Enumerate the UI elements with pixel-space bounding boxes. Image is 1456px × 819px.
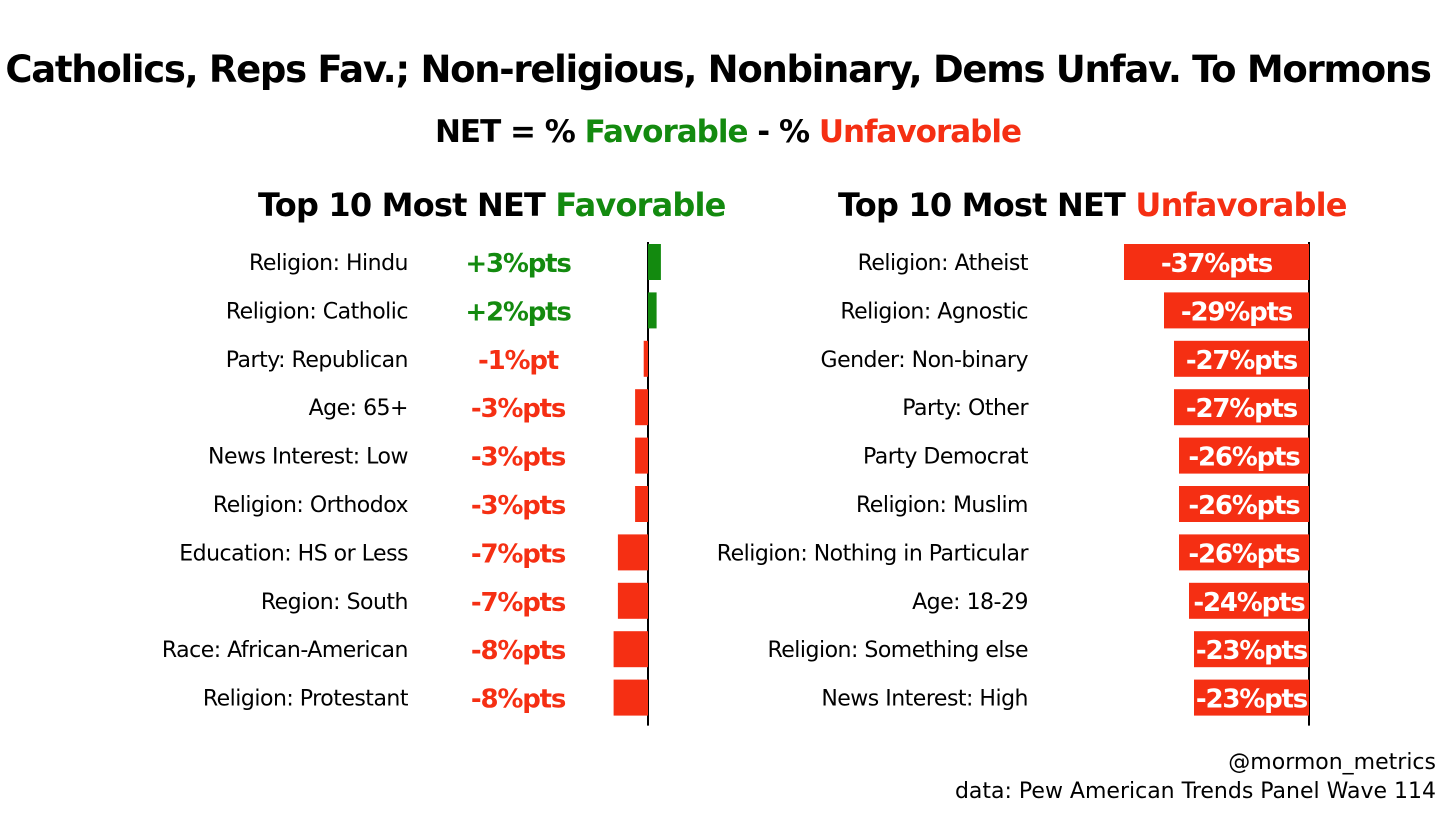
subtitle-unfavorable: Unfavorable	[818, 114, 1022, 150]
left-category-label-4: Age: 65+	[309, 396, 408, 421]
right-bar-5	[1179, 437, 1309, 474]
subtitle-prefix: NET = %	[434, 114, 585, 150]
right-value-label-7: -26%pts	[1188, 539, 1300, 569]
chart-subtitle: NET = % Favorable - % Unfavorable	[0, 114, 1456, 150]
left-category-label-7: Education: HS or Less	[179, 541, 408, 566]
right-bar-6	[1179, 486, 1309, 522]
right-category-label-7: Religion: Nothing in Particular	[717, 541, 1030, 566]
left-value-label-6: -3%pts	[471, 491, 566, 521]
right-value-label-5: -26%pts	[1188, 443, 1300, 473]
left-bar-5	[635, 437, 648, 474]
right-category-label-9: Religion: Something else	[767, 638, 1028, 663]
right-category-label-6: Religion: Muslim	[856, 493, 1028, 518]
left-bar-7	[617, 534, 648, 571]
left-value-label-7: -7%pts	[471, 539, 566, 569]
right-panel-title: Top 10 Most NET Unfavorable	[838, 186, 1347, 224]
credit-handle: @mormon_metrics	[1228, 750, 1436, 775]
chart-title: Catholics, Reps Fav.; Non-religious, Non…	[5, 48, 1432, 91]
right-value-label-4: -27%pts	[1186, 394, 1298, 424]
right-value-label-1: -37%pts	[1161, 249, 1273, 279]
right-bar-4	[1174, 389, 1309, 426]
left-bar-3	[643, 340, 648, 377]
left-value-label-8: -7%pts	[471, 588, 566, 618]
left-bar-9	[613, 631, 648, 668]
credit: @mormon_metrics data: Pew American Trend…	[955, 748, 1436, 806]
left-category-label-2: Religion: Catholic	[226, 299, 408, 324]
left-panel-title: Top 10 Most NET Favorable	[258, 186, 726, 224]
left-category-label-1: Religion: Hindu	[249, 251, 408, 276]
right-value-label-3: -27%pts	[1186, 346, 1298, 376]
right-bar-7	[1179, 534, 1309, 571]
right-category-label-1: Religion: Atheist	[858, 251, 1029, 276]
left-value-label-5: -3%pts	[471, 443, 566, 473]
left-value-label-10: -8%pts	[471, 685, 566, 715]
right-category-label-8: Age: 18-29	[912, 590, 1028, 615]
right-value-label-9: -23%pts	[1196, 636, 1308, 666]
left-panel-title-highlight: Favorable	[555, 186, 726, 224]
right-category-label-3: Gender: Non-binary	[821, 348, 1029, 373]
left-category-label-9: Race: African-American	[162, 638, 408, 663]
left-category-label-5: News Interest: Low	[208, 445, 408, 470]
left-bar-10	[613, 679, 648, 716]
right-bar-2	[1164, 292, 1309, 329]
right-value-label-8: -24%pts	[1193, 588, 1305, 618]
left-category-label-8: Region: South	[261, 590, 408, 615]
right-value-label-10: -23%pts	[1196, 685, 1308, 715]
right-bar-3	[1174, 340, 1309, 377]
right-bar-1	[1124, 244, 1309, 280]
right-category-label-10: News Interest: High	[821, 687, 1028, 712]
left-value-label-1: +3%pts	[465, 249, 571, 279]
right-bar-9	[1194, 631, 1309, 668]
left-category-label-3: Party: Republican	[226, 348, 408, 373]
left-value-label-9: -8%pts	[471, 636, 566, 666]
left-value-label-4: -3%pts	[471, 394, 566, 424]
right-bar-8	[1189, 582, 1309, 619]
right-value-label-2: -29%pts	[1181, 297, 1293, 327]
left-bar-4	[635, 389, 648, 426]
left-bar-6	[635, 486, 648, 522]
right-category-label-5: Party Democrat	[863, 445, 1029, 470]
right-bar-10	[1194, 679, 1309, 716]
left-category-label-10: Religion: Protestant	[203, 687, 409, 712]
left-bar-1	[648, 244, 661, 280]
right-value-label-6: -26%pts	[1188, 491, 1300, 521]
left-value-label-3: -1%pt	[478, 346, 559, 376]
left-category-label-6: Religion: Orthodox	[213, 493, 409, 518]
credit-source: data: Pew American Trends Panel Wave 114	[954, 779, 1436, 804]
left-bar-8	[617, 582, 648, 619]
subtitle-middle: - %	[747, 114, 819, 150]
left-panel-title-prefix: Top 10 Most NET	[258, 186, 556, 224]
right-category-label-2: Religion: Agnostic	[840, 299, 1028, 324]
left-value-label-2: +2%pts	[465, 297, 571, 327]
subtitle-favorable: Favorable	[584, 114, 749, 150]
left-bar-2	[648, 292, 657, 329]
right-panel-title-prefix: Top 10 Most NET	[838, 186, 1136, 224]
right-panel-title-highlight: Unfavorable	[1135, 186, 1347, 224]
right-category-label-4: Party: Other	[902, 396, 1029, 421]
